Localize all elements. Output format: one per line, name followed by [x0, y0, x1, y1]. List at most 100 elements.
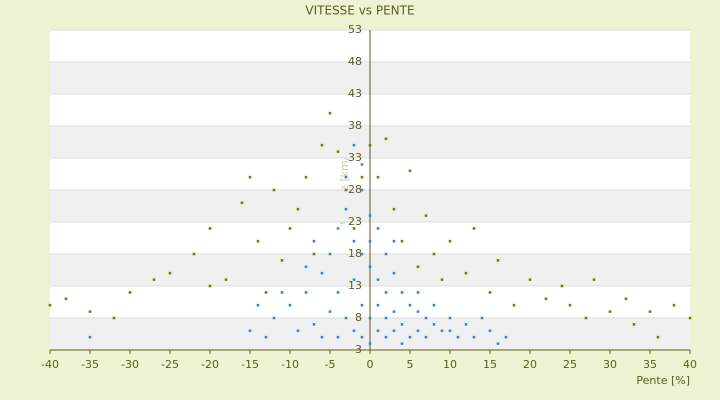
point [432, 303, 436, 307]
point [472, 227, 476, 230]
point [328, 310, 332, 313]
point [496, 259, 500, 262]
point [384, 335, 388, 339]
point [528, 278, 532, 281]
y-tick-label: 8 [355, 311, 362, 324]
point [440, 329, 444, 333]
point [280, 291, 284, 294]
x-tick-label: -5 [325, 358, 336, 371]
point [368, 265, 372, 269]
point [304, 175, 308, 179]
point [256, 303, 260, 307]
point [592, 278, 596, 281]
point [112, 316, 116, 320]
y-tick-label: 18 [348, 247, 362, 260]
y-tick-label: 53 [348, 23, 362, 36]
point [376, 329, 380, 333]
point [336, 291, 340, 294]
point [648, 310, 652, 313]
point [416, 265, 420, 269]
point [360, 188, 364, 192]
point [328, 111, 332, 115]
x-tick-label: 30 [603, 358, 617, 371]
point [560, 284, 564, 288]
point [656, 335, 660, 339]
x-tick-label: 40 [683, 358, 697, 371]
point [384, 291, 388, 294]
x-tick-label: 5 [407, 358, 414, 371]
point [488, 329, 492, 333]
point [352, 227, 356, 230]
point [280, 259, 284, 262]
point [312, 239, 316, 243]
point [544, 297, 548, 301]
point [632, 323, 636, 326]
x-tick-label: -30 [121, 358, 139, 371]
y-tick-label: 48 [348, 55, 362, 68]
point [568, 303, 572, 307]
point [344, 316, 348, 320]
point [488, 291, 492, 294]
point [368, 316, 372, 320]
point [344, 175, 348, 179]
point [352, 278, 356, 281]
point [320, 335, 324, 339]
point [376, 278, 380, 281]
point [608, 310, 612, 313]
point [424, 335, 428, 339]
point [368, 239, 372, 243]
x-tick-label: -20 [201, 358, 219, 371]
y-tick-label: 3 [355, 343, 362, 356]
x-tick-label: 15 [483, 358, 497, 371]
point [272, 316, 276, 320]
point [48, 303, 52, 307]
point [344, 207, 348, 211]
point [320, 143, 324, 147]
point [392, 329, 396, 333]
point [264, 335, 268, 339]
point [384, 316, 388, 320]
point [336, 150, 340, 153]
point [624, 297, 628, 301]
point [400, 342, 404, 345]
x-tick-label: -25 [161, 358, 179, 371]
point [272, 188, 276, 192]
point [368, 214, 372, 217]
point [352, 329, 356, 333]
point [584, 316, 588, 320]
point [352, 143, 356, 147]
point [400, 239, 404, 243]
point [256, 239, 260, 243]
y-tick-label: 28 [348, 183, 362, 196]
point [400, 323, 404, 326]
point [336, 335, 340, 339]
point [376, 227, 380, 230]
point [208, 284, 212, 288]
point [328, 252, 332, 256]
point [376, 175, 380, 179]
point [240, 201, 244, 205]
x-tick-label: 10 [443, 358, 457, 371]
x-tick-label: -40 [41, 358, 59, 371]
point [424, 214, 428, 217]
point [688, 316, 692, 320]
point [448, 316, 452, 320]
point [432, 323, 436, 326]
point [360, 303, 364, 307]
point [392, 239, 396, 243]
point [344, 188, 348, 192]
point [320, 271, 324, 275]
point [384, 252, 388, 256]
point [416, 310, 420, 313]
point [472, 335, 476, 339]
point [480, 316, 484, 320]
point [368, 143, 372, 147]
point [312, 252, 316, 256]
point [264, 291, 268, 294]
point [360, 175, 364, 179]
point [400, 291, 404, 294]
x-tick-label: -35 [81, 358, 99, 371]
point [392, 310, 396, 313]
point [312, 323, 316, 326]
